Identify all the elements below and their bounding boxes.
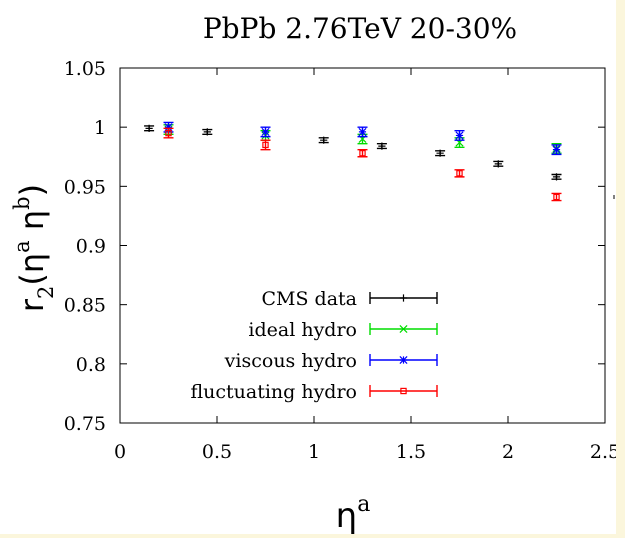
x-tick-label: 2 [502,441,514,463]
data-point [378,142,386,150]
data-point [456,170,463,177]
x-axis-label-sup: a [357,492,370,517]
page-edge-bottom [0,534,625,538]
legend-label: viscous hydro [224,350,357,372]
x-tick-label: 1 [308,441,320,463]
data-point [553,193,560,201]
data-point [320,136,328,144]
series-cms-data [144,124,562,181]
data-point [261,127,270,136]
data-point [552,145,561,154]
x-axis-label-main: η [336,496,358,534]
y-tick-label: 0.75 [64,413,106,435]
y-tick-label: 0.85 [64,295,106,317]
data-point [436,149,444,157]
data-point [165,129,172,137]
series-fluctuating-hydro [163,127,562,202]
x-tick-label: 0 [114,441,126,463]
y-axis: 0.75 0.8 0.85 0.9 0.95 1 1.05 [64,58,605,435]
y-tick-label: 0.9 [76,236,106,258]
data-point [262,141,269,149]
y-axis-label-sup1: a [10,240,34,253]
legend-marker [399,294,408,302]
y-axis-label-rest: (η [13,253,51,286]
chart-title: PbPb 2.76TeV 20-30% [203,12,517,45]
y-axis-label-main: r [13,298,51,312]
y-axis-label-sup2: b [10,196,34,209]
y-axis-label-mid: η [13,210,51,240]
y-tick-label: 0.95 [64,176,106,198]
x-tick-label: 0.5 [202,441,232,463]
legend-marker [399,324,408,334]
data-point [359,150,366,157]
legend-marker [399,355,408,365]
error-bar [260,139,271,151]
y-tick-label: 0.8 [76,354,106,376]
x-tick-label: 2.5 [590,441,616,463]
series-viscous-hydro [163,121,562,156]
data-point [552,173,561,181]
legend-label: ideal hydro [248,319,357,341]
legend-line [369,385,438,397]
y-tick-label: 1 [94,117,106,139]
y-axis-label-sub: 2 [34,286,58,299]
data-point [455,131,464,140]
y-axis-label: r2(ηa ηb) [10,184,58,312]
legend-marker [400,387,407,395]
legend-label: CMS data [261,288,357,310]
x-tick-label: 1.5 [396,441,426,463]
data-point [164,123,173,132]
y-tick-label: 1.05 [64,58,106,80]
y-axis-label-close: ) [13,184,51,196]
page-edge-right [616,0,625,538]
x-axis-label: ηa [336,492,371,534]
data-point [203,128,211,136]
plot-area-border [119,67,606,424]
legend-label: fluctuating hydro [190,381,357,403]
x-axis: 0 0.5 1 1.5 2 2.5 [114,68,620,463]
legend: CMS data ideal hydro viscous hydro fluctuat… [190,288,438,403]
data-point [358,127,367,136]
data-point [494,160,502,168]
data-point [145,124,153,132]
chart-svg: PbPb 2.76TeV 20-30% 0 0.5 1 1.5 2 2.5 0.75 0.8… [10,12,620,536]
series-layer [144,121,562,202]
